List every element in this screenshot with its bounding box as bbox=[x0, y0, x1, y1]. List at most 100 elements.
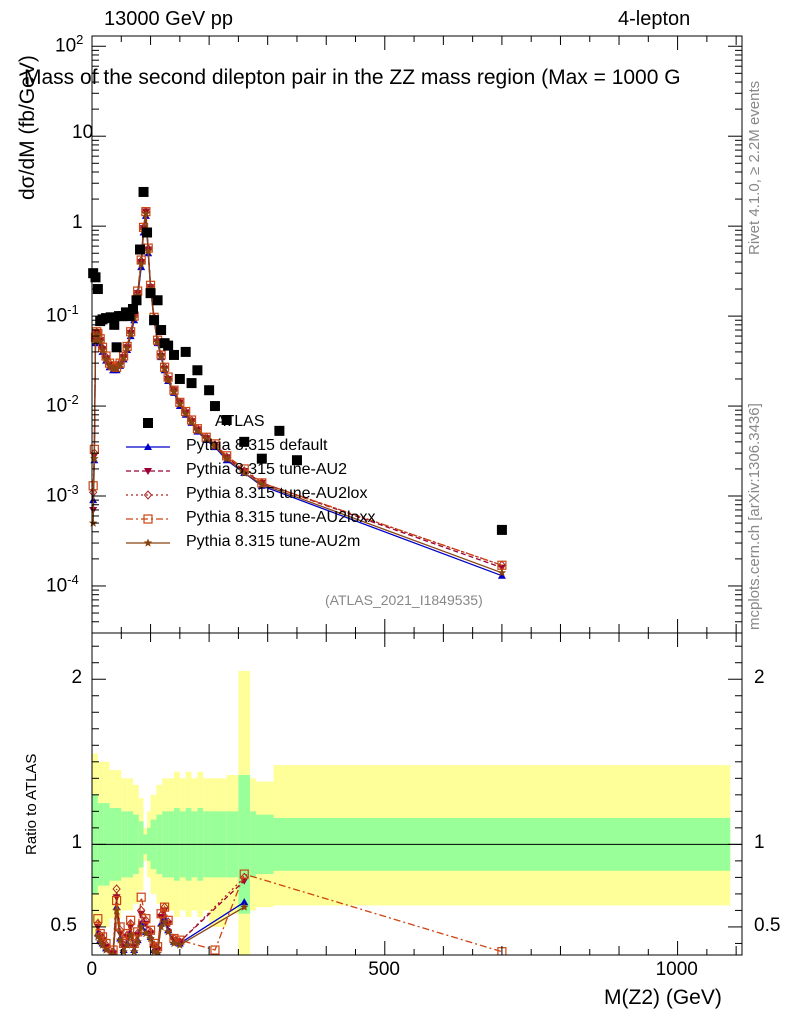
mc-point-4 bbox=[122, 343, 132, 352]
mc-point-2 bbox=[163, 374, 173, 384]
y-tick-label: 10-4 bbox=[46, 571, 79, 597]
header-right: 4-lepton bbox=[618, 8, 691, 30]
atlas-data-point bbox=[291, 455, 302, 466]
mc-point-4 bbox=[156, 351, 166, 360]
ratio-point-2 bbox=[141, 915, 151, 926]
atlas-data-point bbox=[90, 272, 101, 283]
ratio-y-tick-label-left: 0.5 bbox=[50, 914, 77, 936]
ratio-point-4 bbox=[163, 927, 173, 936]
mc-point-4 bbox=[101, 354, 111, 364]
atlas-data-point bbox=[163, 340, 174, 351]
atlas-data-point bbox=[145, 288, 156, 299]
ratio-point-4 bbox=[122, 940, 132, 949]
ratio-point-4 bbox=[119, 947, 128, 955]
mc-point-4 bbox=[201, 434, 211, 443]
legend-entry-label: Pythia 8.315 tune-AU2 bbox=[186, 461, 347, 478]
legend-marker-0 bbox=[144, 443, 152, 450]
atlas-data-point bbox=[204, 385, 215, 396]
plot-frames bbox=[91, 35, 743, 956]
mc-point-3 bbox=[122, 341, 132, 352]
atlas-data-point bbox=[274, 425, 285, 436]
ratio-point-4 bbox=[126, 930, 135, 939]
x-tick-label: 0 bbox=[86, 959, 98, 980]
mc-point-4 bbox=[91, 336, 100, 345]
rivet-label: Rivet 4.1.0, ≥ 2.2M events bbox=[746, 80, 763, 255]
atlas-data-point bbox=[109, 319, 120, 330]
ratio-point-3 bbox=[133, 927, 143, 937]
mc-point-4 bbox=[141, 209, 151, 218]
mc-point-4 bbox=[222, 454, 231, 463]
ratio-point-4 bbox=[108, 950, 118, 955]
mc-point-3 bbox=[257, 478, 267, 488]
x-tick-label: 1000 bbox=[655, 959, 698, 980]
ratio-point-4 bbox=[141, 929, 151, 938]
ratio-point-3 bbox=[93, 914, 103, 924]
mc-point-3 bbox=[160, 362, 170, 372]
ratio-point-2 bbox=[112, 884, 121, 894]
legend-entry-label: Pythia 8.315 tune-AU2lox bbox=[186, 485, 368, 502]
atlas-data-points bbox=[88, 186, 507, 535]
plot-title: Mass of the second dilepton pair in the … bbox=[24, 66, 681, 89]
ratio-bands bbox=[92, 670, 742, 955]
x-tick-label: 500 bbox=[368, 959, 400, 980]
atlas-data-point bbox=[209, 401, 220, 412]
mc-point-3 bbox=[201, 432, 211, 442]
mc-point-4 bbox=[108, 364, 118, 373]
legend-marker-2 bbox=[143, 490, 153, 500]
mcplots-label: mcplots.cern.ch [arXiv:1306.3436] bbox=[746, 403, 763, 630]
mc-point-0 bbox=[497, 571, 506, 579]
mc-point-4 bbox=[497, 568, 507, 577]
mc-point-4 bbox=[175, 399, 185, 408]
atlas-data-point bbox=[111, 342, 122, 353]
legend-marker-4 bbox=[143, 538, 153, 547]
y-tick-label: 10 bbox=[72, 122, 94, 144]
mc-point-4 bbox=[163, 375, 173, 384]
ratio-point-4 bbox=[175, 940, 185, 949]
mc-point-4 bbox=[160, 364, 169, 373]
legend bbox=[126, 418, 170, 547]
mc-point-4 bbox=[181, 409, 190, 418]
atlas-data-point bbox=[135, 244, 146, 255]
atlas-data-point bbox=[156, 325, 167, 336]
ratio-point-4 bbox=[98, 940, 107, 949]
mc-point-4 bbox=[169, 387, 179, 396]
x-axis-label: M(Z2) (GeV) bbox=[604, 986, 722, 1009]
mc-point-4 bbox=[95, 337, 105, 346]
ratio-point-3 bbox=[115, 922, 125, 932]
ratio-axis-label: Ratio to ATLAS bbox=[23, 753, 40, 855]
ratio-point-4 bbox=[169, 938, 179, 948]
legend-marker-data bbox=[143, 418, 153, 428]
ratio-series-clipped bbox=[93, 869, 507, 955]
ratio-y-tick-label-left: 1 bbox=[71, 832, 83, 854]
ratio-point-4 bbox=[240, 902, 249, 911]
ratio-point-3 bbox=[239, 869, 249, 879]
mc-point-3 bbox=[156, 350, 166, 360]
atlas-data-point bbox=[256, 453, 267, 464]
ratio-point-4 bbox=[112, 905, 121, 915]
y-axis-label: dσ/dM (fb/GeV) bbox=[16, 55, 39, 200]
mc-point-3 bbox=[175, 397, 185, 407]
ratio-point-4 bbox=[115, 935, 125, 944]
ratio-point-4 bbox=[160, 917, 169, 926]
mc-point-4 bbox=[98, 345, 107, 354]
ratio-point-3 bbox=[126, 915, 136, 925]
atlas-data-point bbox=[239, 436, 250, 447]
ratio-point-3 bbox=[141, 914, 151, 924]
mc-point-4 bbox=[143, 246, 153, 255]
header-left: 13000 GeV pp bbox=[104, 8, 233, 30]
legend-entry-label: ATLAS bbox=[215, 413, 265, 430]
mc-point-4 bbox=[240, 468, 249, 477]
atlas-data-point bbox=[180, 346, 191, 357]
ratio-point-4 bbox=[146, 934, 155, 943]
mc-point-4 bbox=[193, 426, 202, 435]
ratio-point-4 bbox=[149, 947, 159, 955]
ratio-point-4 bbox=[95, 937, 105, 946]
y-tick-label: 10-3 bbox=[46, 482, 79, 507]
atlas-data-point bbox=[138, 186, 149, 197]
ratio-point-3 bbox=[136, 892, 146, 902]
ratio-point-2 bbox=[126, 918, 135, 929]
main-series-group bbox=[88, 206, 507, 579]
ratio-y-tick-label-right: 2 bbox=[754, 667, 765, 689]
ratio-point-4 bbox=[133, 937, 142, 946]
ratio-point-0 bbox=[240, 898, 249, 906]
